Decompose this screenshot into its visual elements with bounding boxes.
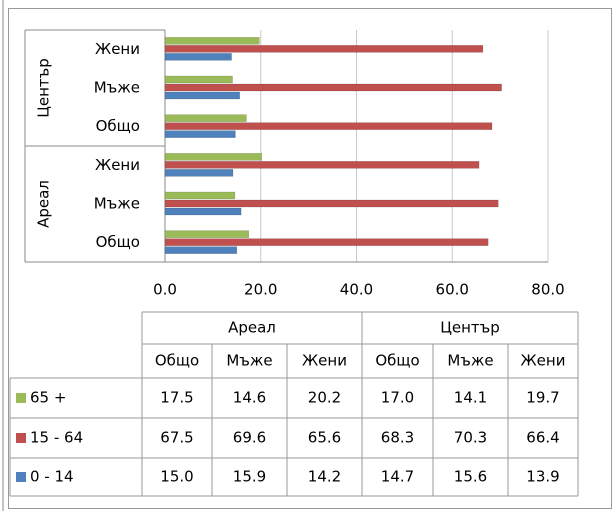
bar [164, 75, 233, 84]
table-value: 15.0 [160, 468, 193, 486]
table-value: 13.9 [526, 468, 559, 486]
table-category-header: Жени [302, 352, 347, 370]
table-group-header: Център [440, 319, 500, 337]
table-value: 14.2 [308, 468, 341, 486]
bar [164, 91, 240, 100]
bar [164, 153, 262, 161]
legend-label: 65 + [30, 389, 66, 407]
table-category-header: Общо [375, 352, 419, 370]
table-value: 20.2 [308, 389, 341, 407]
x-tick-label: 20.0 [244, 281, 277, 299]
table-category-header: Общо [155, 352, 199, 370]
bar [164, 114, 247, 122]
table-value: 17.5 [160, 389, 193, 407]
table-category-header: Мъже [226, 352, 272, 370]
bar [164, 191, 236, 200]
bar [164, 230, 250, 238]
category-label: Жени [95, 40, 140, 58]
legend-label: 15 - 64 [30, 429, 83, 447]
category-label: Общо [96, 233, 140, 251]
legend-swatch [16, 393, 26, 403]
category-label: Мъже [94, 195, 140, 213]
table-value: 70.3 [454, 429, 487, 447]
bar [164, 161, 480, 169]
table-value: 19.7 [526, 389, 559, 407]
table-group-header: Ареал [228, 319, 276, 337]
category-label: Мъже [94, 79, 140, 97]
bar [164, 45, 484, 53]
category-label: Общо [96, 117, 140, 135]
legend-swatch [16, 472, 26, 482]
bar [164, 169, 234, 177]
x-tick-label: 40.0 [340, 281, 373, 299]
x-tick-label: 0.0 [153, 281, 177, 299]
table-value: 14.6 [233, 389, 266, 407]
group-label: Център [35, 58, 53, 118]
table-value: 14.1 [454, 389, 487, 407]
table-category-header: Жени [521, 352, 566, 370]
table-value: 69.6 [233, 429, 266, 447]
group-label: Ареал [35, 180, 53, 228]
x-tick-label: 60.0 [436, 281, 469, 299]
category-label: Жени [95, 156, 140, 174]
bar [164, 238, 489, 246]
bar [164, 83, 502, 92]
table-value: 65.6 [308, 429, 341, 447]
x-tick-label: 80.0 [531, 281, 564, 299]
table-value: 66.4 [526, 429, 559, 447]
table-value: 17.0 [381, 389, 414, 407]
bar [164, 37, 260, 45]
table-value: 15.9 [233, 468, 266, 486]
table-value: 15.6 [454, 468, 487, 486]
table-value: 68.3 [381, 429, 414, 447]
legend-swatch [16, 433, 26, 443]
table-value: 67.5 [160, 429, 193, 447]
bar [164, 207, 242, 216]
bar [164, 246, 238, 254]
table-category-header: Мъже [447, 352, 493, 370]
chart-frame [8, 8, 612, 509]
bar [164, 130, 236, 138]
legend-label: 0 - 14 [30, 468, 74, 486]
bar [164, 53, 232, 61]
bar [164, 122, 493, 130]
bar [164, 199, 499, 208]
table-value: 14.7 [381, 468, 414, 486]
